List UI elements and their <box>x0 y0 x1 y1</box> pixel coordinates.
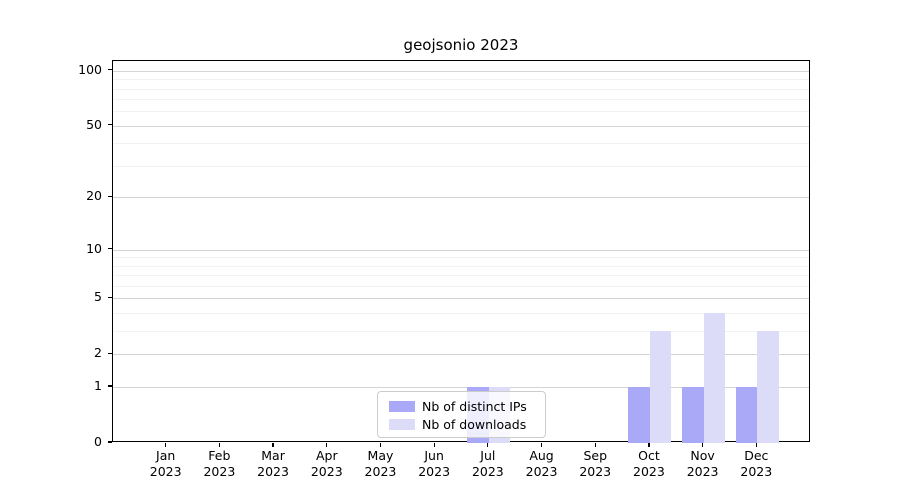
legend-swatch-distinct-ips <box>389 400 415 412</box>
y-tick-mark <box>107 385 112 387</box>
y-major-gridline <box>113 70 809 72</box>
y-major-gridline <box>113 298 809 300</box>
y-minor-gridline <box>113 99 809 101</box>
x-tick-mark <box>487 442 489 447</box>
y-minor-gridline <box>113 275 809 277</box>
y-minor-gridline <box>113 265 809 267</box>
y-tick-label: 0 <box>94 434 102 449</box>
x-tick-label: Feb 2023 <box>203 448 236 479</box>
x-tick-mark <box>433 442 435 447</box>
x-tick-label: Aug 2023 <box>525 448 558 479</box>
y-minor-gridline <box>113 79 809 81</box>
bar-nb-of-downloads-oct <box>649 331 672 443</box>
y-tick-mark <box>107 441 112 443</box>
bar-nb-of-downloads-dec <box>757 331 779 443</box>
y-tick-label: 100 <box>78 61 102 77</box>
legend-label-distinct-ips: Nb of distinct IPs <box>422 398 527 414</box>
y-tick-mark <box>107 352 112 354</box>
x-tick-mark <box>702 442 704 447</box>
bar-nb-of-distinct-ips-oct <box>628 387 650 443</box>
x-tick-mark <box>272 442 274 447</box>
x-tick-mark <box>648 442 650 447</box>
x-tick-label: Oct 2023 <box>633 448 665 479</box>
y-minor-gridline <box>113 286 809 288</box>
x-tick-label: Jun 2023 <box>418 448 451 479</box>
y-minor-gridline <box>113 166 809 168</box>
bar-nb-of-distinct-ips-dec <box>735 387 758 443</box>
x-tick-label: Sep 2023 <box>579 448 612 479</box>
bar-nb-of-downloads-nov <box>703 313 726 443</box>
x-tick-mark <box>594 442 596 447</box>
legend-label-downloads: Nb of downloads <box>422 416 527 432</box>
y-tick-mark <box>107 69 112 71</box>
legend-swatch-downloads <box>389 418 415 430</box>
y-minor-gridline <box>113 331 809 333</box>
y-minor-gridline <box>113 143 809 145</box>
x-tick-mark <box>218 442 220 447</box>
x-tick-label: Apr 2023 <box>310 448 343 479</box>
y-major-gridline <box>113 249 809 251</box>
y-major-gridline <box>113 354 809 356</box>
legend-entry-downloads: Nb of downloads <box>389 416 537 432</box>
y-tick-label: 5 <box>94 289 102 305</box>
bar-nb-of-distinct-ips-nov <box>682 387 704 443</box>
plot-area <box>112 60 810 443</box>
y-tick-label: 50 <box>86 116 102 132</box>
y-minor-gridline <box>113 313 809 315</box>
x-tick-label: Jan 2023 <box>149 448 182 479</box>
y-minor-gridline <box>113 111 809 113</box>
legend: Nb of distinct IPs Nb of downloads <box>377 391 546 438</box>
y-tick-label: 10 <box>86 240 102 256</box>
y-tick-mark <box>107 195 112 198</box>
legend-entry-distinct-ips: Nb of distinct IPs <box>389 398 537 414</box>
y-major-gridline <box>113 387 809 389</box>
x-tick-mark <box>379 442 382 447</box>
y-tick-label: 2 <box>94 345 102 361</box>
x-tick-label: Jul 2023 <box>471 448 504 479</box>
x-tick-label: May 2023 <box>364 448 397 479</box>
x-tick-mark <box>326 442 328 447</box>
y-minor-gridline <box>113 88 809 90</box>
y-tick-mark <box>107 296 112 299</box>
x-tick-mark <box>540 442 543 447</box>
y-minor-gridline <box>113 257 809 259</box>
chart-title: geojsonio 2023 <box>403 36 519 54</box>
y-tick-label: 1 <box>94 378 102 394</box>
x-tick-label: Nov 2023 <box>686 448 719 479</box>
x-tick-label: Mar 2023 <box>257 448 289 479</box>
y-major-gridline <box>113 125 809 127</box>
x-tick-label: Dec 2023 <box>740 448 773 479</box>
x-tick-mark <box>165 442 167 447</box>
y-major-gridline <box>113 197 809 199</box>
y-tick-label: 20 <box>86 188 102 204</box>
y-tick-mark <box>107 247 112 250</box>
x-tick-mark <box>755 442 757 447</box>
y-tick-mark <box>107 124 112 126</box>
